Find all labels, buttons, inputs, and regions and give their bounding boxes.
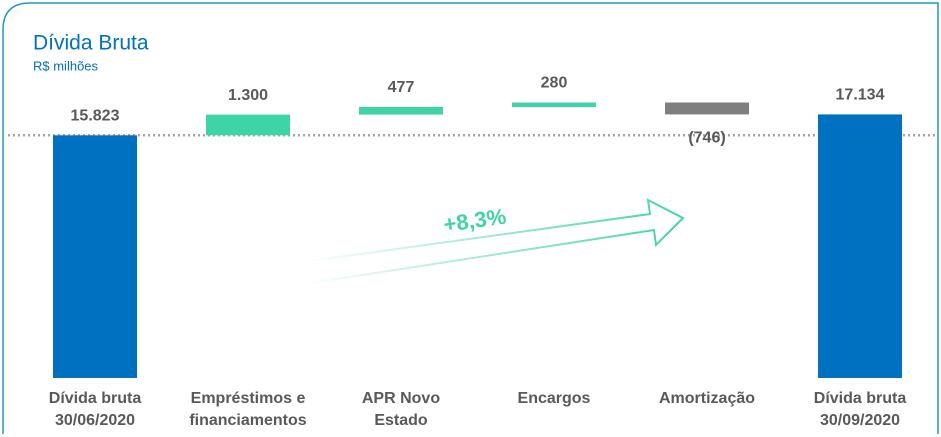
x-tick-label: Empréstimos e financiamentos bbox=[189, 390, 307, 429]
bar bbox=[818, 114, 902, 378]
trend-arrow bbox=[301, 198, 685, 285]
value-label: 280 bbox=[541, 75, 568, 92]
x-tick-label: APR Novo Estado bbox=[361, 390, 441, 429]
chart-subtitle: R$ milhões bbox=[33, 58, 99, 73]
chart-title: Dívida Bruta bbox=[33, 32, 149, 55]
x-tick-label: Encargos bbox=[517, 390, 591, 407]
bar bbox=[53, 135, 137, 378]
annotation: +8,3% bbox=[442, 204, 508, 238]
value-label: 15.823 bbox=[71, 108, 120, 125]
bar bbox=[665, 102, 749, 115]
value-label: 1.300 bbox=[228, 87, 268, 104]
value-label: (746) bbox=[688, 130, 725, 147]
x-tick-label: Dívida bruta 30/06/2020 bbox=[48, 390, 142, 429]
x-tick-label: Amortização bbox=[658, 390, 756, 407]
x-tick-label: Dívida bruta 30/09/2020 bbox=[813, 390, 907, 429]
value-label: 17.134 bbox=[836, 87, 885, 104]
bar bbox=[206, 114, 290, 136]
bar bbox=[359, 106, 443, 115]
bar bbox=[512, 102, 596, 107]
value-label: 477 bbox=[388, 79, 415, 96]
